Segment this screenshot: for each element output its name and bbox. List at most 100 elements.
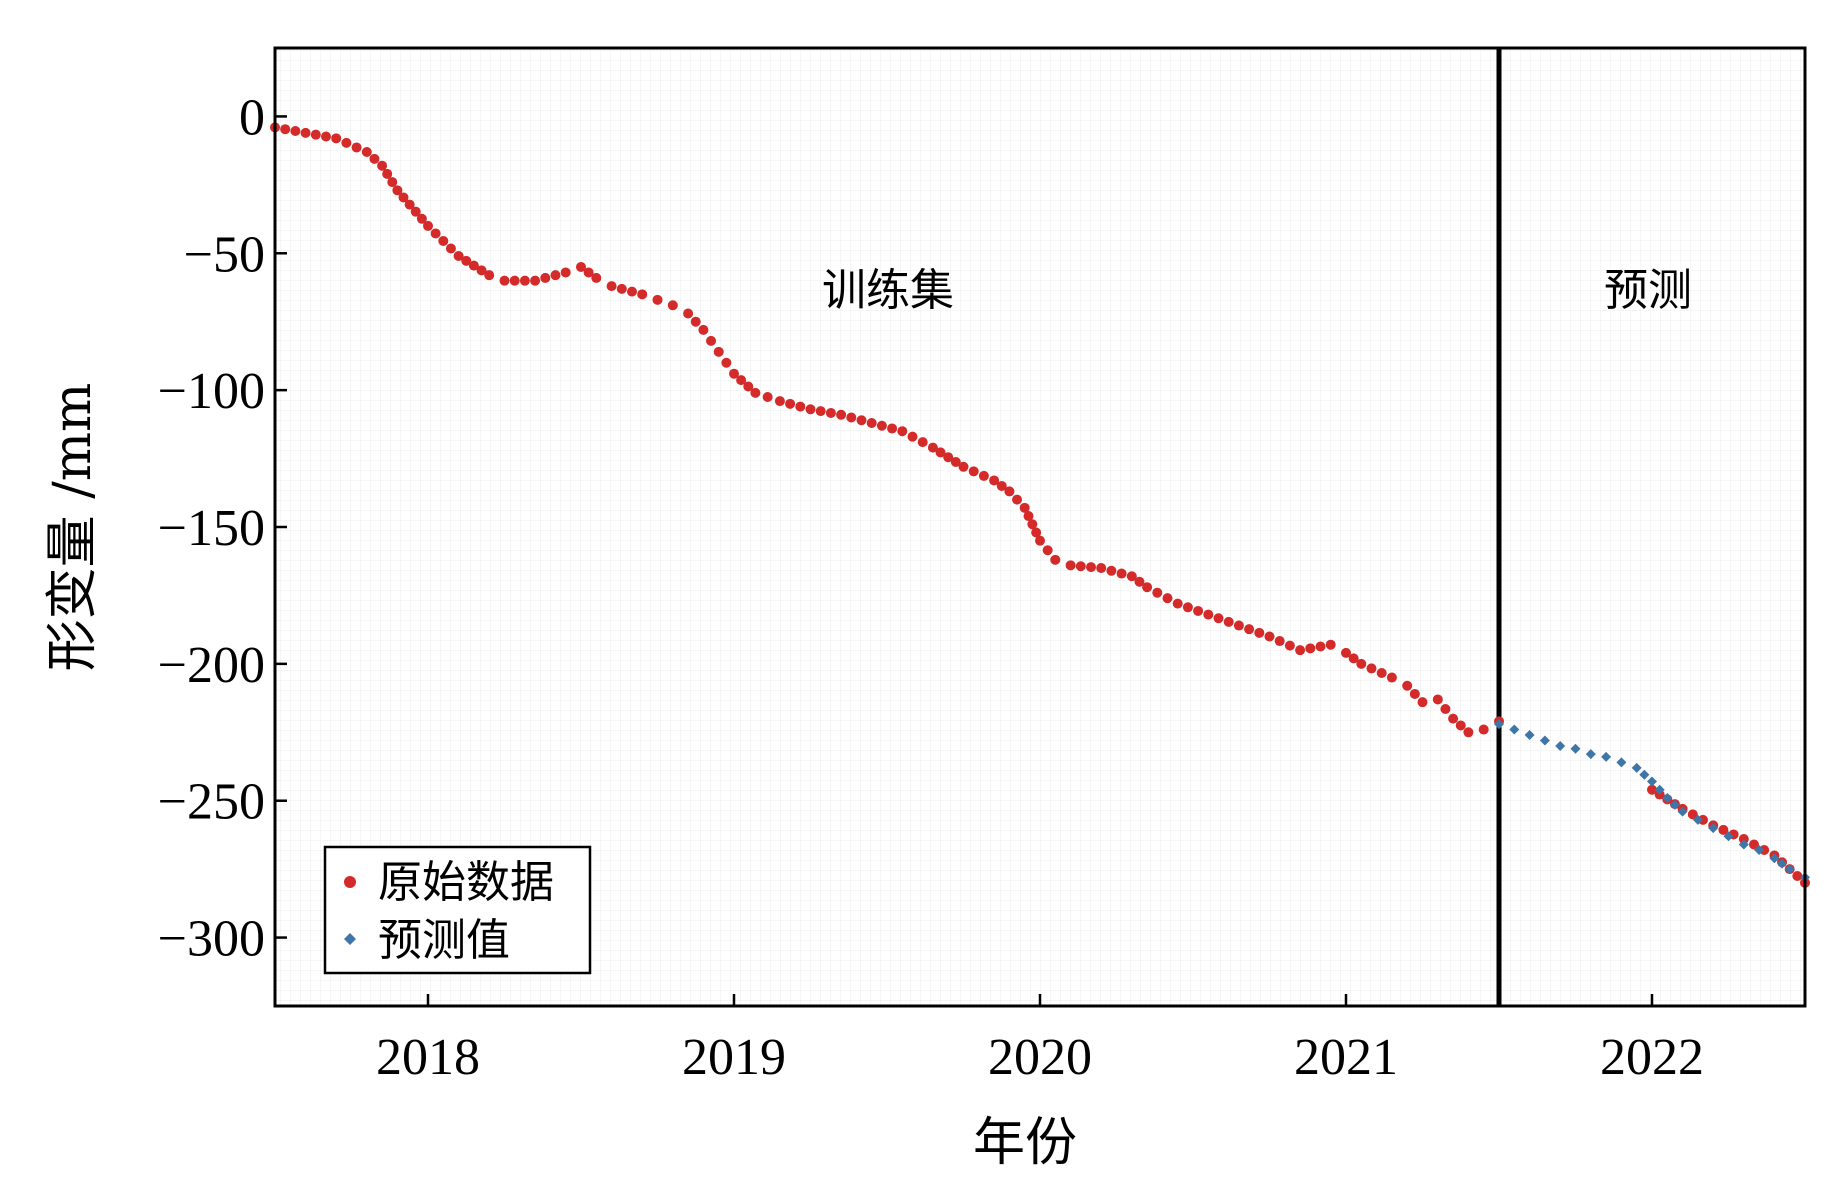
raw-data-point [968,466,979,477]
raw-data-point [1142,582,1153,593]
raw-data-point [1478,724,1489,735]
raw-data-point [1341,647,1351,658]
raw-data-point [785,398,796,409]
raw-data-point [856,415,867,426]
predicted-data-point [1777,858,1788,869]
raw-data-point [935,447,946,458]
raw-data-point [438,235,449,246]
raw-data-point [1203,609,1214,620]
raw-data-point [1050,554,1061,565]
raw-data-point [310,129,321,140]
raw-data-point [540,272,551,283]
raw-data-point [476,265,487,276]
raw-data-point [387,177,398,188]
raw-data-point [1233,620,1244,631]
raw-data-point [1687,809,1698,820]
raw-data-point [1386,672,1397,683]
raw-data-point [1012,494,1023,505]
raw-data-point [978,470,989,481]
raw-data-point [583,267,594,278]
raw-data-point [1004,486,1015,497]
raw-data-point [706,335,717,346]
raw-data-point [1223,616,1234,627]
raw-data-point [499,275,510,286]
raw-data-point [1031,527,1042,538]
legend-label-pred: 预测值 [378,915,510,966]
region-label-prediction: 预测 [1604,265,1692,316]
raw-data-point [1440,704,1451,715]
raw-data-point [1315,641,1326,652]
raw-data-point [1075,561,1086,572]
predicted-data-point [1677,806,1688,817]
predicted-data-point [1769,853,1780,864]
predicted-data-point [1647,776,1657,787]
raw-data-point [351,142,362,153]
raw-data-point [1065,560,1076,571]
raw-data-point [1244,624,1255,635]
x-tick-label: 2020 [988,1029,1092,1086]
raw-data-point [690,316,701,327]
y-tick-label: −50 [184,226,265,283]
raw-data-point [392,185,403,196]
x-axis-title: 年份 [973,1113,1077,1173]
predicted-data-point [1539,735,1550,746]
raw-data-point [713,346,724,357]
raw-data-point [369,153,380,164]
raw-data-point [1193,605,1204,616]
predicted-data-point [1524,730,1535,741]
raw-data-point [1749,839,1759,850]
raw-data-point [1759,844,1770,855]
raw-data-point [1274,636,1285,647]
predicted-data-point [1494,719,1504,730]
raw-data-point [290,126,301,137]
raw-data-point [1448,713,1459,724]
predicted-data-point [1723,831,1734,842]
raw-data-point [637,289,648,300]
raw-data-point [989,475,1000,486]
raw-data-point [927,442,938,453]
raw-data-point [825,407,836,418]
raw-data-point [606,281,617,292]
raw-data-point [1035,535,1045,546]
raw-data-point [1023,511,1034,522]
raw-data-point [1455,720,1466,731]
legend: 原始数据 预测值 [323,845,592,975]
raw-data-point [550,270,561,281]
raw-data-point [1295,645,1306,656]
predicted-data-point [1585,749,1596,760]
raw-data-point [815,406,826,417]
region-label-training: 训练集 [822,265,954,316]
raw-data-point [1409,688,1420,699]
raw-data-point [1792,870,1803,881]
raw-data-point [530,275,541,286]
raw-data-point [1116,568,1127,579]
raw-data-point [1172,598,1183,609]
raw-data-point [743,381,754,392]
y-axis-title: 形变量 /mm [43,383,103,672]
raw-data-point [866,417,877,428]
x-tick-label: 2018 [376,1029,480,1086]
raw-data-point [943,452,954,463]
y-tick-label: −100 [158,363,265,420]
predicted-data-point [1631,762,1642,773]
raw-data-point [430,228,441,239]
raw-data-point [1213,613,1224,624]
predicted-data-point [1654,784,1665,795]
y-tick-label: −300 [158,911,265,968]
raw-data-point [445,243,456,254]
raw-data-point [762,391,773,402]
y-tick-label: −250 [158,774,265,831]
raw-data-point [1376,667,1387,678]
raw-data-point [805,404,816,415]
raw-data-point [1042,545,1053,556]
raw-data-point [300,127,311,138]
legend-box [323,845,592,975]
raw-data-point [1027,519,1038,530]
raw-data-point [729,368,739,379]
raw-data-point [331,133,342,144]
predicted-data-point [1639,769,1650,780]
raw-data-point [576,261,586,272]
raw-data-point [616,283,627,294]
raw-data-point [591,272,602,283]
